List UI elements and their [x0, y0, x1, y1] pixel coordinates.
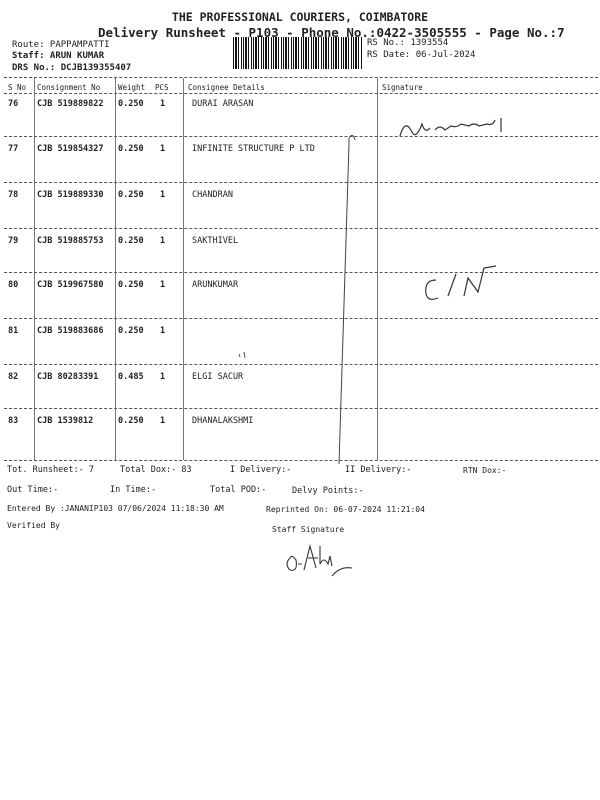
col-header-weight: Weight — [118, 83, 146, 92]
table-cell-consignee: ARUNKUMAR — [192, 280, 239, 290]
pen-mark — [238, 351, 246, 359]
table-cell-consignment-no: CJB 1539812 — [37, 416, 94, 426]
rs-date: RS Date: 06-Jul-2024 — [367, 50, 476, 60]
row-divider — [4, 272, 598, 273]
delvy-points: Delvy Points:- — [292, 486, 364, 496]
table-cell-consignee: DHANALAKSHMI — [192, 416, 254, 426]
col-header-pcs: PCS — [155, 83, 169, 92]
i-delivery: I Delivery:- — [230, 465, 292, 475]
row-divider — [4, 408, 598, 409]
divider — [4, 77, 598, 78]
drs-number: DRS No.: DCJB139355407 — [12, 63, 132, 73]
table-cell-consignee: DURAI ARASAN — [192, 99, 254, 109]
column-line — [115, 78, 116, 460]
row-divider — [4, 364, 598, 365]
table-cell-pcs: 1 — [160, 144, 166, 154]
table-cell-pcs: 1 — [160, 190, 166, 200]
table-cell-consignee: CHANDRAN — [192, 190, 233, 200]
table-cell-sno: 79 — [8, 236, 19, 246]
col-header-consignment: Consignment No — [37, 83, 101, 92]
staff-signature-label: Staff Signature — [272, 525, 345, 534]
table-cell-pcs: 1 — [160, 236, 166, 246]
col-header-sno: S No — [8, 83, 27, 92]
total-dox: Total Dox:- 83 — [120, 465, 192, 475]
table-cell-pcs: 1 — [160, 326, 166, 336]
entered-by: Entered By :JANANIP103 07/06/2024 11:18:… — [7, 504, 224, 513]
route: Route: PAPPAMPATTI — [12, 40, 110, 50]
staff: Staff: ARUN KUMAR — [12, 51, 105, 61]
table-cell-consignment-no: CJB 519967580 — [37, 280, 104, 290]
row-divider — [4, 136, 598, 137]
rtn-dox: RTN Dox:- — [463, 466, 507, 475]
table-cell-consignee: INFINITE STRUCTURE P LTD — [192, 144, 315, 154]
table-cell-sno: 76 — [8, 99, 19, 109]
table-cell-sno: 77 — [8, 144, 19, 154]
table-cell-sno: 82 — [8, 372, 19, 382]
table-cell-sno: 83 — [8, 416, 19, 426]
verified-by: Verified By — [7, 521, 60, 530]
in-time: In Time:- — [110, 485, 157, 495]
reprinted-on: Reprinted On: 06-07-2024 11:21:04 — [266, 505, 425, 514]
barcode — [233, 37, 363, 69]
row-divider — [4, 318, 598, 319]
table-cell-weight: 0.250 — [118, 416, 144, 426]
tot-runsheet: Tot. Runsheet:- 7 — [7, 465, 94, 475]
table-cell-sno: 78 — [8, 190, 19, 200]
table-cell-consignment-no: CJB 519854327 — [37, 144, 104, 154]
ii-delivery: II Delivery:- — [345, 465, 412, 475]
rs-number: RS No.: 1393554 — [367, 38, 449, 48]
table-cell-consignee: SAKTHIVEL — [192, 236, 239, 246]
table-cell-consignment-no: CJB 80283391 — [37, 372, 99, 382]
table-cell-pcs: 1 — [160, 99, 166, 109]
signature-handwriting-row76 — [399, 118, 502, 137]
table-cell-pcs: 1 — [160, 280, 166, 290]
divider — [4, 460, 598, 461]
table-cell-weight: 0.250 — [118, 326, 144, 336]
row-divider — [4, 228, 598, 229]
runsheet-subtitle: Delivery Runsheet - P103 - Phone No.:042… — [98, 25, 565, 40]
row-divider — [4, 182, 598, 183]
table-cell-pcs: 1 — [160, 372, 166, 382]
out-time: Out Time:- — [7, 485, 59, 495]
column-line — [34, 78, 35, 460]
table-cell-weight: 0.250 — [118, 190, 144, 200]
table-cell-sno: 81 — [8, 326, 19, 336]
table-cell-consignment-no: CJB 519889330 — [37, 190, 104, 200]
total-pod: Total POD:- — [210, 485, 267, 495]
col-header-signature: Signature — [382, 83, 423, 92]
cn-handwriting-row80 — [425, 265, 497, 300]
table-cell-consignee: ELGI SACUR — [192, 372, 244, 382]
staff-signature — [286, 543, 353, 577]
table-cell-weight: 0.250 — [118, 280, 144, 290]
table-cell-weight: 0.485 — [118, 372, 144, 382]
company-title: THE PROFESSIONAL COURIERS, COIMBATORE — [171, 10, 429, 24]
table-cell-weight: 0.250 — [118, 99, 144, 109]
table-cell-consignment-no: CJB 519889822 — [37, 99, 104, 109]
divider — [4, 93, 598, 94]
table-cell-sno: 80 — [8, 280, 19, 290]
table-cell-weight: 0.250 — [118, 144, 144, 154]
column-line — [183, 78, 184, 460]
table-cell-weight: 0.250 — [118, 236, 144, 246]
pen-line — [338, 134, 356, 465]
table-cell-consignment-no: CJB 519885753 — [37, 236, 104, 246]
table-cell-consignment-no: CJB 519883686 — [37, 326, 104, 336]
col-header-consignee: Consignee Details — [188, 83, 265, 92]
table-cell-pcs: 1 — [160, 416, 166, 426]
column-line — [377, 78, 378, 460]
